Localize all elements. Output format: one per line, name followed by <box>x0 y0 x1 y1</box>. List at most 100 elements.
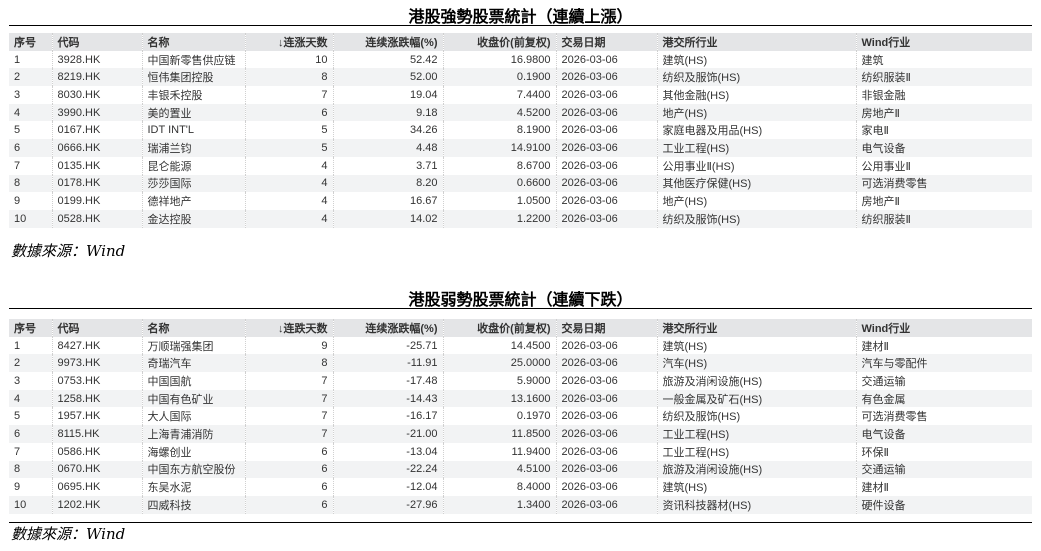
table-row[interactable]: 9 0695.HK 东吴水泥 6 -12.04 8.4000 2026-03-06 建筑(HS… <box>9 478 1032 496</box>
column-header[interactable]: 名称 <box>141 319 245 337</box>
table-cell: 2 <box>9 354 52 373</box>
table-row[interactable]: 10 0528.HK 金达控股 4 14.02 1.2200 2026-03-06 纺织及服饰… <box>9 209 1032 228</box>
table-cell: 8 <box>9 460 52 479</box>
table-row[interactable]: 4 3990.HK 美的置业 6 9.18 4.5200 2026-03-06 地产(HS) 房… <box>9 103 1032 122</box>
table-cell: 7 <box>244 86 333 104</box>
column-header[interactable]: 代码 <box>51 33 142 51</box>
column-header[interactable]: 港交所行业 <box>656 319 856 337</box>
table-row[interactable]: 4 1258.HK 中国有色矿业 7 -14.43 13.1600 2026-03-06 一般… <box>9 389 1032 408</box>
table-row[interactable]: 8 0670.HK 中国东方航空股份 6 -22.24 4.5100 2026-03-06 旅… <box>9 460 1032 479</box>
column-header[interactable]: ↓连跌天数 <box>244 319 333 337</box>
table-cell: 汽车与零配件 <box>855 354 1032 373</box>
weak-title: 港股弱勢股票統計（連續下跌） <box>408 290 633 309</box>
table-cell: 4 <box>244 192 333 210</box>
table-cell: 电气设备 <box>855 425 1032 443</box>
table-row[interactable]: 6 0666.HK 瑞浦兰钧 5 4.48 14.9100 2026-03-06 工业工程(H… <box>9 139 1032 157</box>
column-header[interactable]: 序号 <box>9 319 52 337</box>
table-row[interactable]: 10 1202.HK 四威科技 6 -27.96 1.3400 2026-03-06 资讯科技… <box>9 495 1032 514</box>
table-cell: 1.3400 <box>442 495 556 514</box>
table-cell: 0753.HK <box>51 372 142 390</box>
table-cell: 2026-03-06 <box>555 121 657 140</box>
table-cell: 2026-03-06 <box>555 156 657 175</box>
table-cell: 7.4400 <box>442 86 556 104</box>
column-header[interactable]: Wind行业 <box>855 33 1032 51</box>
table-row[interactable]: 1 8427.HK 万顺瑞强集团 9 -25.71 14.4500 2026-03-06 建筑… <box>9 336 1032 355</box>
table-row[interactable]: 6 8115.HK 上海青浦消防 7 -21.00 11.8500 2026-03-06 工业… <box>9 425 1032 443</box>
table-cell: 8.1900 <box>442 121 556 140</box>
table-cell: 1957.HK <box>51 407 142 426</box>
table-cell: 8 <box>244 68 333 87</box>
table-row[interactable]: 9 0199.HK 德祥地产 4 16.67 1.0500 2026-03-06 地产(HS)… <box>9 192 1032 210</box>
table-cell: -21.00 <box>332 425 443 443</box>
table-cell: 恒伟集团控股 <box>141 68 245 87</box>
table-cell: 16.67 <box>332 192 443 210</box>
column-header[interactable]: 名称 <box>141 33 245 51</box>
table-cell: 2026-03-06 <box>555 495 657 514</box>
table-cell: 汽车(HS) <box>656 354 856 373</box>
table-cell: 6 <box>244 478 333 496</box>
table-cell: 交通运输 <box>855 460 1032 479</box>
table-cell: -11.91 <box>332 354 443 373</box>
divider <box>9 308 1032 309</box>
table-row[interactable]: 7 0586.HK 海螺创业 6 -13.04 11.9400 2026-03-06 工业工程… <box>9 442 1032 461</box>
table-cell: 4.48 <box>332 139 443 157</box>
table-cell: 4 <box>244 156 333 175</box>
table-cell: 一般金属及矿石(HS) <box>656 389 856 408</box>
table-cell: 8.4000 <box>442 478 556 496</box>
table-cell: 纺织及服饰(HS) <box>656 407 856 426</box>
table-cell: 大人国际 <box>141 407 245 426</box>
table-cell: 2026-03-06 <box>555 174 657 193</box>
table-row[interactable]: 7 0135.HK 昆仑能源 4 3.71 8.6700 2026-03-06 公用事业Ⅱ(H… <box>9 156 1032 175</box>
column-header[interactable]: 连续涨跌幅(%) <box>332 319 443 337</box>
table-cell: 交通运输 <box>855 372 1032 390</box>
table-cell: 工业工程(HS) <box>656 442 856 461</box>
table-cell: 家电Ⅱ <box>855 121 1032 140</box>
table-cell: 2026-03-06 <box>555 372 657 390</box>
column-header[interactable]: 收盘价(前复权) <box>442 319 556 337</box>
table-cell: 0666.HK <box>51 139 142 157</box>
table-cell: 建筑(HS) <box>656 478 856 496</box>
table-cell: 1 <box>14 53 21 66</box>
divider <box>9 25 1032 26</box>
table-cell: 2026-03-06 <box>555 86 657 104</box>
table-cell: 3.71 <box>332 156 443 175</box>
column-header[interactable]: 收盘价(前复权) <box>442 33 556 51</box>
column-header[interactable]: 代码 <box>51 319 142 337</box>
column-header[interactable]: ↓连涨天数 <box>244 33 333 51</box>
table-cell: 2026-03-06 <box>555 209 657 228</box>
column-header[interactable]: 交易日期 <box>555 319 657 337</box>
column-header[interactable]: 交易日期 <box>555 33 657 51</box>
table-cell: 11.8500 <box>442 425 556 443</box>
table-cell: 16.9800 <box>442 50 556 69</box>
table-cell: 8.20 <box>332 174 443 193</box>
table-row[interactable]: 2 9973.HK 奇瑞汽车 8 -11.91 25.0000 2026-03-06 汽车(H… <box>9 354 1032 373</box>
table-row[interactable]: 5 1957.HK 大人国际 7 -16.17 0.1970 2026-03-06 纺织及服饰… <box>9 407 1032 426</box>
table-row[interactable]: 3 8030.HK 丰银禾控股 7 19.04 7.4400 2026-03-06 其他金融(… <box>9 86 1032 104</box>
table-cell: 纺织及服饰(HS) <box>656 68 856 87</box>
table-cell: 5 <box>14 124 21 137</box>
table-cell: 2026-03-06 <box>555 50 657 69</box>
table-cell: 其他金融(HS) <box>656 86 856 104</box>
table-row[interactable]: 8 0178.HK 莎莎国际 4 8.20 0.6600 2026-03-06 其他医疗保健(… <box>9 174 1032 193</box>
column-header[interactable]: Wind行业 <box>855 319 1032 337</box>
table-cell: 0.1900 <box>442 68 556 87</box>
table-row[interactable]: 5 0167.HK IDT INT'L 5 34.26 8.1900 2026-03-06 家… <box>9 121 1032 140</box>
table-row[interactable]: 3 0753.HK 中国国航 7 -17.48 5.9000 2026-03-06 旅游及消闲… <box>9 372 1032 390</box>
table-cell: 中国新零售供应链 <box>141 50 245 69</box>
table-cell: 2026-03-06 <box>555 68 657 87</box>
table-cell: 2026-03-06 <box>555 442 657 461</box>
table-cell: 东吴水泥 <box>141 478 245 496</box>
column-header[interactable]: 序号 <box>9 33 52 51</box>
column-header[interactable]: 连续涨跌幅(%) <box>332 33 443 51</box>
table-cell: 电气设备 <box>855 139 1032 157</box>
table-cell: 0178.HK <box>51 174 142 193</box>
column-header[interactable]: 港交所行业 <box>656 33 856 51</box>
table-row[interactable]: 2 8219.HK 恒伟集团控股 8 52.00 0.1900 2026-03-06 纺织及服… <box>9 68 1032 87</box>
table-cell: 7 <box>244 407 333 426</box>
table-cell: 52.00 <box>332 68 443 87</box>
table-cell: 10 <box>9 495 52 514</box>
table-cell: 4.5200 <box>442 103 556 122</box>
table-row[interactable]: 1 3928.HK 中国新零售供应链 10 52.42 16.9800 2026-03-06… <box>9 50 1032 69</box>
table-cell: 7 <box>244 425 333 443</box>
table-cell: 7 <box>244 372 333 390</box>
